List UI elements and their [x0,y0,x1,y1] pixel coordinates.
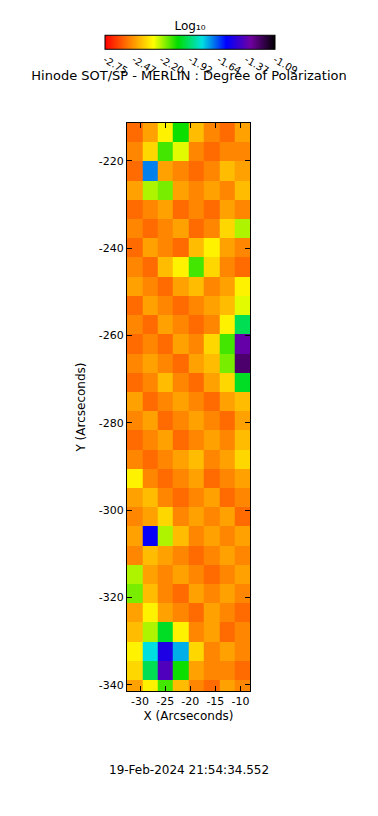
svg-text:Hinode SOT/SP - MERLIN : Degre: Hinode SOT/SP - MERLIN : Degree of Polar… [31,68,346,83]
svg-text:-1.09: -1.09 [272,54,300,76]
svg-text:-300: -300 [99,504,124,517]
svg-text:Log₁₀: Log₁₀ [174,19,205,33]
svg-text:-20: -20 [181,695,199,708]
svg-text:-340: -340 [99,679,124,692]
svg-text:-10: -10 [231,695,249,708]
svg-text:-1.92: -1.92 [187,54,215,76]
svg-text:-260: -260 [99,329,124,342]
svg-text:-15: -15 [206,695,224,708]
svg-text:-320: -320 [99,591,124,604]
svg-text:-1.37: -1.37 [243,54,271,76]
svg-text:-25: -25 [156,695,174,708]
svg-text:-30: -30 [131,695,149,708]
svg-text:-220: -220 [99,155,124,168]
svg-text:X (Arcseconds): X (Arcseconds) [144,709,234,723]
svg-text:Y (Arcseconds): Y (Arcseconds) [74,362,88,452]
svg-text:-240: -240 [99,242,124,255]
svg-text:19-Feb-2024 21:54:34.552: 19-Feb-2024 21:54:34.552 [109,763,269,777]
svg-text:-1.64: -1.64 [215,54,243,76]
svg-text:-2.47: -2.47 [130,54,158,76]
svg-text:-2.75: -2.75 [102,54,130,76]
svg-text:-280: -280 [99,417,124,430]
svg-text:-2.20: -2.20 [158,54,186,76]
